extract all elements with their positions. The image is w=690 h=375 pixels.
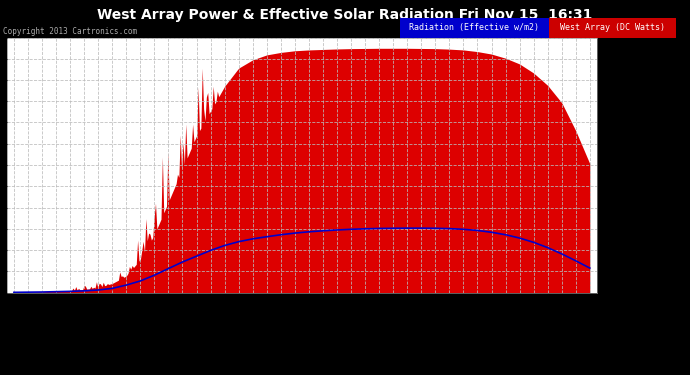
Text: West Array Power & Effective Solar Radiation Fri Nov 15  16:31: West Array Power & Effective Solar Radia… [97, 8, 593, 22]
Text: West Array (DC Watts): West Array (DC Watts) [560, 23, 665, 32]
Bar [400, 18, 549, 38]
Text: Radiation (Effective w/m2): Radiation (Effective w/m2) [409, 23, 540, 32]
Bar [549, 18, 676, 38]
Text: Copyright 2013 Cartronics.com: Copyright 2013 Cartronics.com [3, 27, 137, 36]
